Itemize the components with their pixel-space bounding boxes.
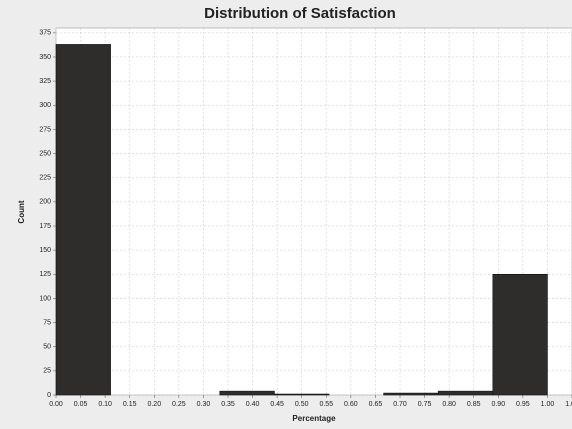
x-tick-label: 0.65 <box>369 401 383 408</box>
x-tick-label: 0.35 <box>221 401 235 408</box>
y-tick-label: 200 <box>39 199 51 206</box>
x-tick-label: 1.05 <box>565 401 572 408</box>
y-tick-label: 175 <box>39 223 51 230</box>
bar <box>492 273 548 396</box>
y-tick-label: 275 <box>39 126 51 133</box>
y-axis-label: Count <box>17 200 26 223</box>
bar <box>383 392 439 396</box>
x-tick-label: 0.45 <box>270 401 284 408</box>
y-tick-label: 300 <box>39 102 51 109</box>
y-tick-label: 325 <box>39 78 51 85</box>
y-tick-label: 150 <box>39 247 51 254</box>
x-tick-label: 0.30 <box>197 401 211 408</box>
y-tick-label: 100 <box>39 295 51 302</box>
y-tick-label: 375 <box>39 30 51 37</box>
bar <box>55 44 111 396</box>
x-tick-label: 0.85 <box>467 401 481 408</box>
x-tick-label: 0.00 <box>49 401 63 408</box>
x-tick-label: 0.15 <box>123 401 137 408</box>
y-tick-label: 250 <box>39 150 51 157</box>
y-tick-label: 225 <box>39 175 51 182</box>
bar <box>437 390 494 396</box>
y-tick-label: 50 <box>43 344 51 351</box>
y-tick-label: 125 <box>39 271 51 278</box>
y-tick-label: 25 <box>43 368 51 375</box>
x-tick-label: 0.05 <box>74 401 88 408</box>
y-tick-label: 0 <box>47 392 51 399</box>
y-tick-label: 75 <box>43 319 51 326</box>
plot-area <box>55 27 572 396</box>
chart-title: Distribution of Satisfaction <box>204 5 396 22</box>
x-tick-label: 0.60 <box>344 401 358 408</box>
x-tick-label: 0.10 <box>98 401 112 408</box>
x-tick-label: 0.75 <box>418 401 432 408</box>
x-tick-label: 0.40 <box>246 401 260 408</box>
x-tick-label: 1.00 <box>541 401 555 408</box>
bar <box>219 390 275 396</box>
x-tick-label: 0.95 <box>516 401 530 408</box>
y-tick-label: 350 <box>39 54 51 61</box>
x-tick-label: 0.25 <box>172 401 186 408</box>
x-tick-label: 0.20 <box>147 401 161 408</box>
bar <box>274 393 330 396</box>
x-tick-label: 0.80 <box>442 401 456 408</box>
x-tick-label: 0.55 <box>319 401 333 408</box>
x-axis-label: Percentage <box>292 414 336 423</box>
x-tick-label: 0.90 <box>491 401 505 408</box>
x-tick-label: 0.50 <box>295 401 309 408</box>
x-tick-label: 0.70 <box>393 401 407 408</box>
